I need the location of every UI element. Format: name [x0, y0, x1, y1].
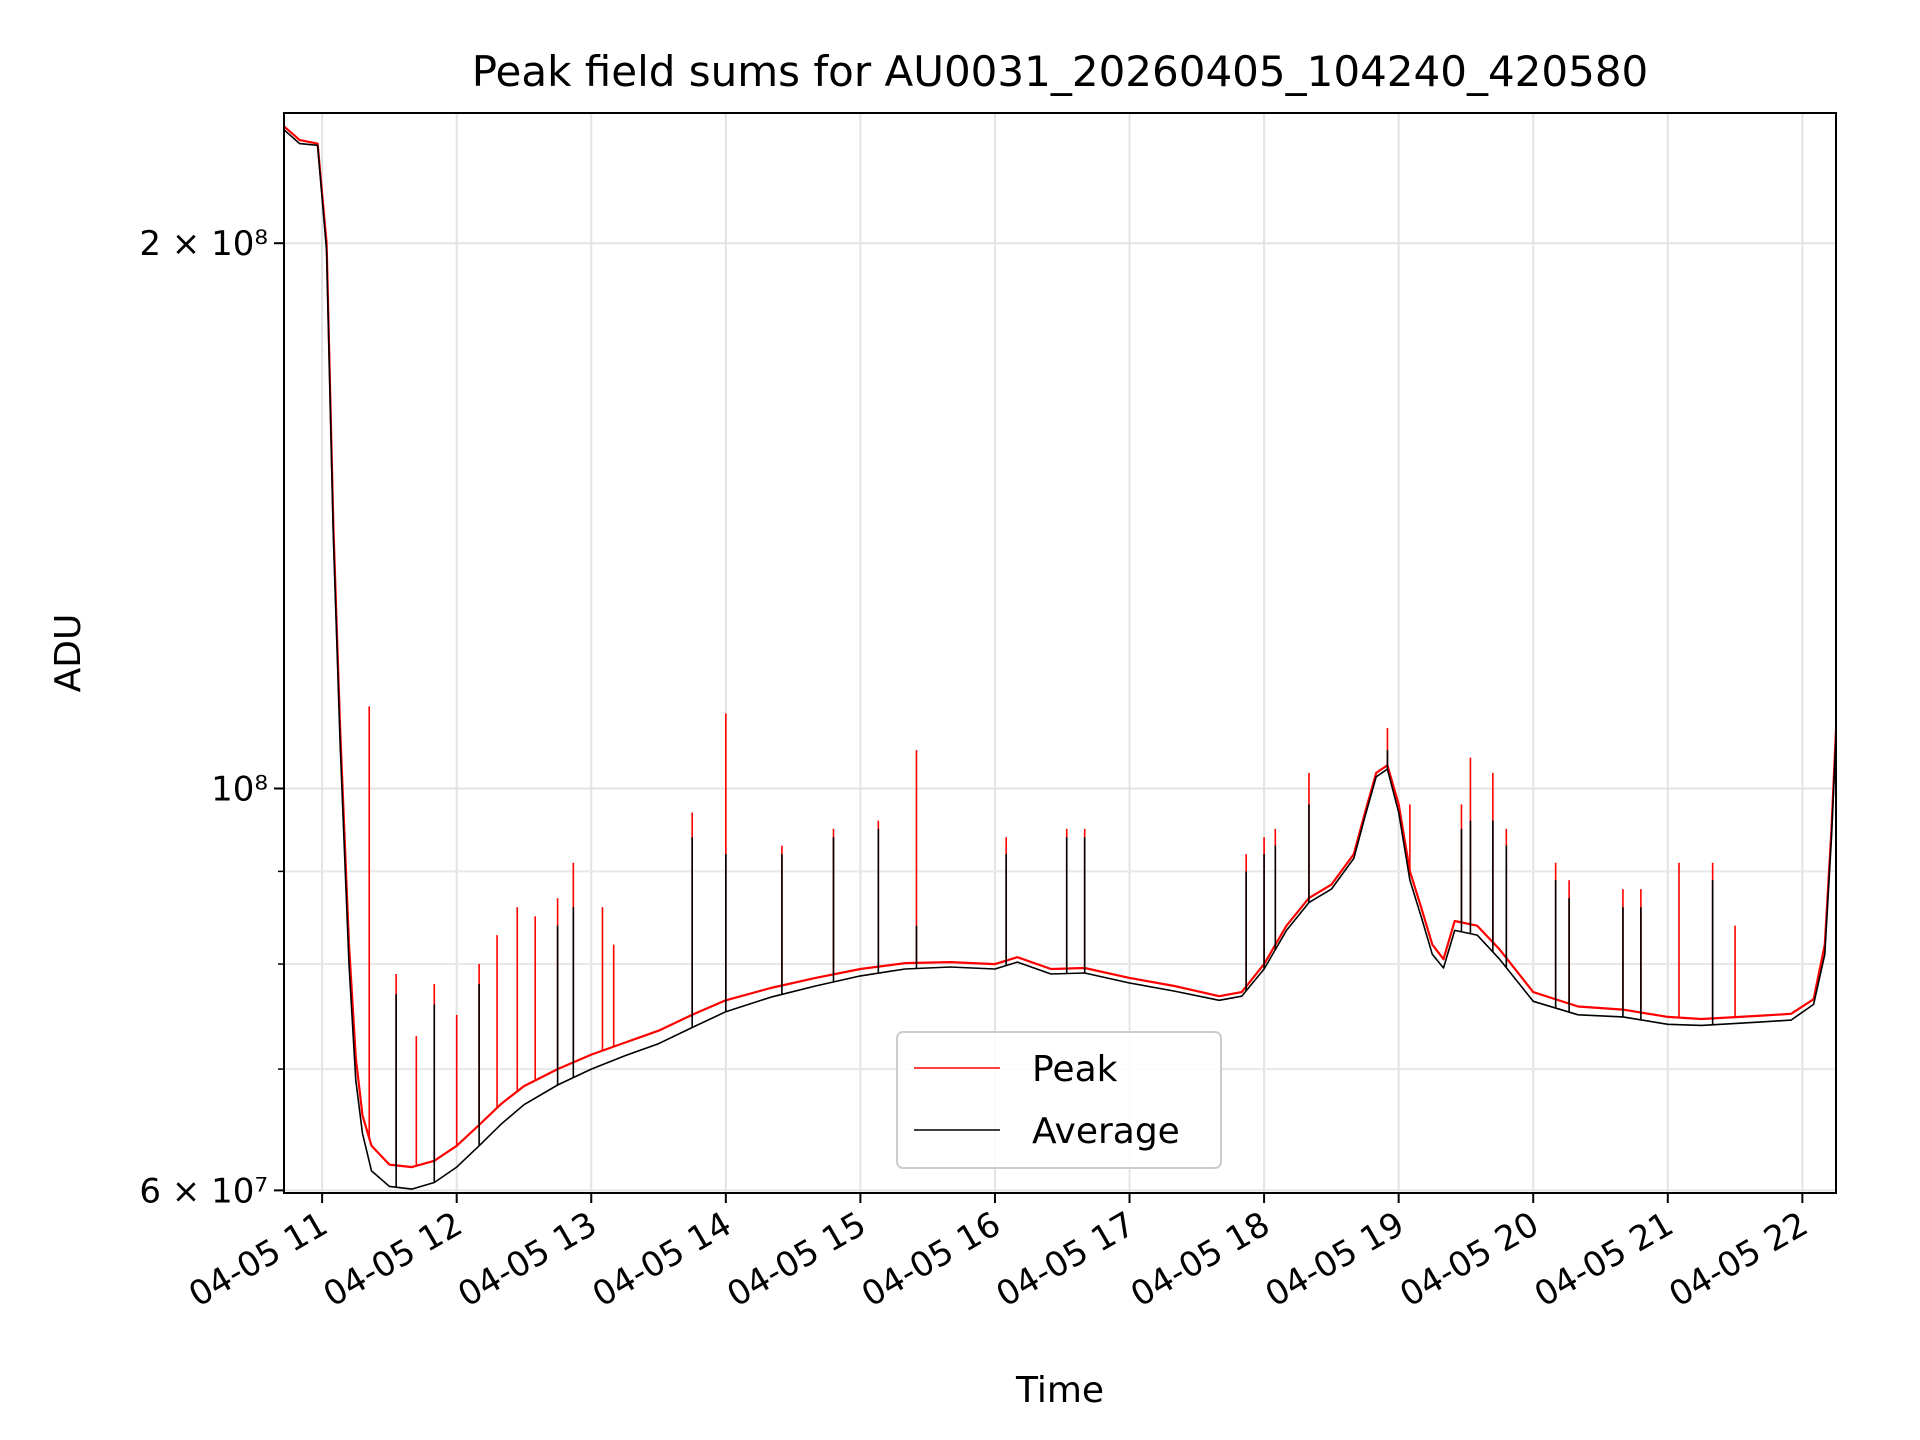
series-peak: [284, 125, 1836, 1169]
x-tick-label: 04-05 12: [317, 1204, 469, 1315]
legend-box: [896, 1031, 1222, 1169]
plot-frame: [283, 112, 1837, 1194]
y-tick-label: 10⁸: [211, 770, 268, 810]
y-axis-ticks: 6 × 10⁷ 10⁸ 2 × 10⁸: [139, 224, 284, 1211]
x-tick-label: 04-05 21: [1528, 1204, 1680, 1315]
grid: [284, 113, 1836, 1193]
series-peak-line: [284, 125, 1836, 1169]
x-tick-label: 04-05 14: [586, 1204, 738, 1315]
y-tick-label: 6 × 10⁷: [139, 1171, 268, 1211]
chart-title: Peak field sums for AU0031_20260405_1042…: [472, 47, 1649, 96]
x-tick-label: 04-05 19: [1259, 1204, 1411, 1315]
series-lines: [284, 125, 1836, 1190]
x-axis-label: Time: [1015, 1370, 1104, 1411]
legend-average-label: Average: [1032, 1111, 1180, 1152]
x-tick-label: 04-05 16: [855, 1204, 1007, 1315]
series-average: [284, 129, 1836, 1190]
x-tick-label: 04-05 15: [720, 1204, 872, 1315]
series-average-line: [284, 129, 1836, 1190]
x-tick-label: 04-05 17: [990, 1204, 1142, 1315]
legend: Peak Average: [896, 1031, 1222, 1169]
legend-peak-label: Peak: [1032, 1049, 1118, 1090]
x-tick-label: 04-05 13: [451, 1204, 603, 1315]
x-tick-label: 04-05 18: [1124, 1204, 1276, 1315]
x-tick-label: 04-05 20: [1393, 1204, 1545, 1315]
x-tick-label: 04-05 11: [182, 1204, 334, 1315]
y-axis-label: ADU: [48, 614, 89, 693]
y-tick-label: 2 × 10⁸: [139, 224, 268, 264]
x-tick-label: 04-05 22: [1662, 1204, 1814, 1315]
